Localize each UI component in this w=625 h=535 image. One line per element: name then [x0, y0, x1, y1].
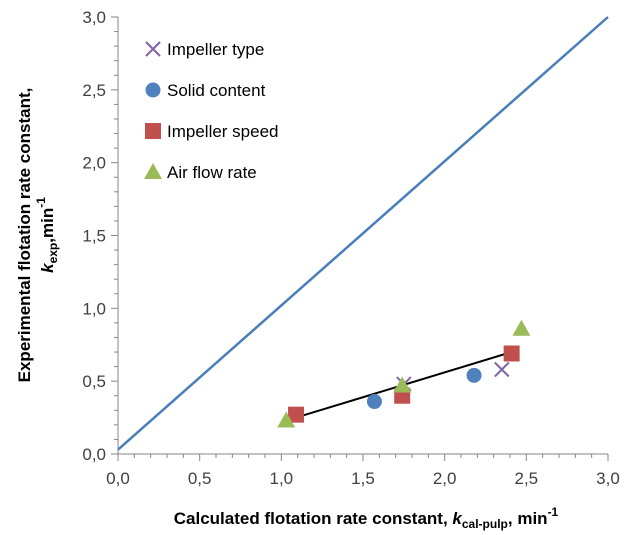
- legend-marker-impeller-speed: [145, 123, 161, 139]
- y-tick-label: 2,0: [82, 154, 106, 173]
- x-tick-label: 1,0: [270, 469, 294, 488]
- y-axis-title-line1: Experimental flotation rate constant,: [15, 88, 34, 383]
- legend: Impeller type Solid content Impeller speed…: [144, 40, 279, 182]
- x-tick-label: 2,5: [515, 469, 539, 488]
- point-solid-content: [366, 394, 382, 410]
- x-tick-label: 3,0: [596, 469, 620, 488]
- y-tick-label: 3,0: [82, 8, 106, 27]
- legend-marker-air-flow-rate: [144, 163, 162, 179]
- x-marker-stroke: [145, 41, 161, 57]
- y-axis-title-line2: kexp,min-1: [34, 197, 60, 273]
- axes: [111, 16, 609, 461]
- y-tick-label: 1,0: [82, 299, 106, 318]
- y-tick-label: 0,5: [82, 372, 106, 391]
- point-air-flow-rate: [512, 319, 531, 336]
- y-tick-label: 2,5: [82, 81, 106, 100]
- legend-label: Impeller type: [167, 40, 264, 59]
- y-tick-label: 0,0: [82, 445, 106, 464]
- legend-marker-solid-content: [145, 82, 161, 98]
- legend-label: Solid content: [167, 81, 266, 100]
- legend-label: Air flow rate: [167, 163, 257, 182]
- legend-label: Impeller speed: [167, 122, 279, 141]
- point-impeller-type: [494, 361, 510, 378]
- x-marker-stroke: [494, 361, 510, 378]
- x-tick-label: 1,5: [351, 469, 375, 488]
- point-impeller-speed: [288, 406, 305, 423]
- tick-labels: 0,0 0,5 1,0 1,5 2,0 2,5 3,0 0,0 0,5 1,0 1,5 2,0 2,5 3…: [82, 8, 619, 488]
- point-impeller-speed: [503, 345, 520, 362]
- y-tick-label: 1,5: [82, 227, 106, 246]
- data-points: [277, 319, 531, 428]
- x-tick-label: 0,0: [106, 469, 130, 488]
- x-tick-label: 0,5: [188, 469, 212, 488]
- point-solid-content: [466, 367, 482, 383]
- x-axis-title: Calculated flotation rate constant, kcal…: [174, 505, 559, 531]
- parity-line: [117, 16, 609, 451]
- legend-marker-impeller-type: [145, 41, 161, 57]
- point-air-flow-rate: [393, 376, 412, 393]
- x-tick-label: 2,0: [433, 469, 457, 488]
- point-air-flow-rate: [277, 411, 296, 428]
